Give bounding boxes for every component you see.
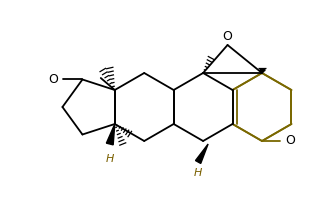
Text: H: H <box>194 168 202 178</box>
Text: O: O <box>285 135 295 147</box>
Text: O: O <box>48 73 58 86</box>
Text: H: H <box>106 154 114 164</box>
Polygon shape <box>196 144 208 163</box>
Text: O: O <box>223 30 232 43</box>
Polygon shape <box>106 124 115 145</box>
